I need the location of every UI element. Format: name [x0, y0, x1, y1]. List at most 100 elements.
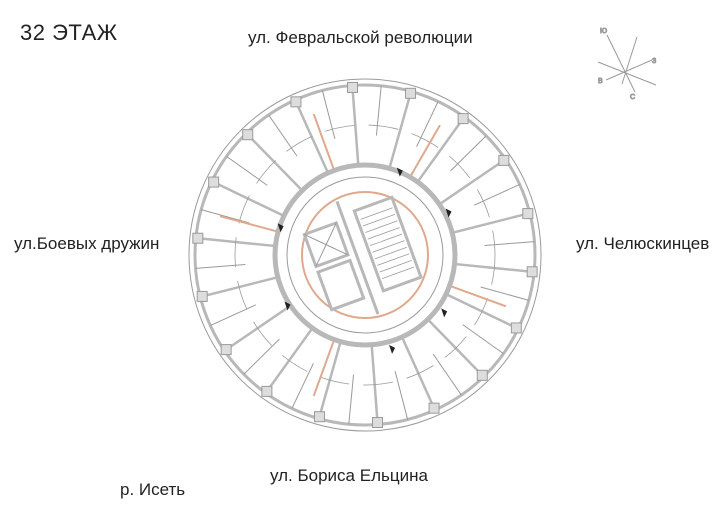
partition-wall	[440, 158, 507, 205]
room-divider	[432, 353, 462, 396]
partition-wall	[453, 211, 531, 234]
room-divider	[226, 155, 268, 186]
column	[313, 411, 325, 423]
partition-wall	[245, 132, 302, 190]
compass: Ю З В С	[598, 28, 657, 102]
room-divider	[210, 304, 257, 327]
room-divider	[201, 209, 250, 224]
room-walls-arc	[234, 124, 496, 386]
column	[405, 87, 417, 99]
shaft-recess	[445, 208, 452, 218]
partition-wall	[223, 305, 290, 352]
column	[372, 417, 384, 429]
stairwell	[352, 195, 423, 293]
column	[220, 344, 232, 356]
floor-plan-drawing	[188, 78, 542, 432]
street-label-east: ул. Челюскинцев	[576, 234, 710, 253]
street-label-south: ул. Бориса Ельцина	[270, 466, 428, 485]
partition-wall	[417, 116, 466, 182]
entry-corridor	[451, 285, 507, 308]
shaft-recess	[284, 301, 291, 311]
column	[196, 290, 208, 302]
partition-wall	[370, 346, 379, 425]
elevator-shaft	[302, 220, 350, 269]
room-divider	[195, 263, 246, 269]
outer-wall	[193, 83, 537, 427]
entry-corridor	[410, 124, 441, 176]
stair-step	[369, 233, 403, 247]
building-core	[302, 195, 423, 315]
stair-step	[362, 213, 396, 227]
column	[526, 266, 538, 278]
partition-wall	[211, 180, 283, 217]
compass-north-label: С	[630, 94, 635, 101]
corridor-inner	[286, 176, 444, 334]
room-divider	[484, 241, 535, 247]
room-divider	[268, 114, 298, 157]
shaft-recess	[389, 344, 396, 354]
room-divider	[291, 363, 314, 409]
stair-step	[381, 266, 415, 279]
partition-wall	[428, 320, 485, 378]
room-divider	[321, 90, 336, 139]
room-divider	[243, 338, 280, 375]
column	[428, 402, 440, 414]
compass-south-label: Ю	[600, 28, 607, 35]
column	[498, 154, 510, 166]
stair-step	[367, 227, 400, 240]
column	[522, 208, 534, 220]
shaft-recess	[277, 223, 284, 233]
column	[192, 232, 204, 244]
entry-corridor	[312, 113, 335, 169]
column	[346, 81, 358, 93]
partition-wall	[388, 91, 413, 167]
street-label-west: ул.Боевых дружин	[14, 234, 160, 253]
room-divider	[462, 324, 504, 355]
stair-step	[379, 259, 412, 273]
outer-facade	[188, 78, 542, 432]
room-divider	[480, 286, 529, 301]
room-divider	[450, 135, 487, 172]
partition-wall	[401, 338, 437, 411]
column	[208, 176, 220, 188]
partition-wall	[195, 236, 274, 248]
street-label-north: ул. Февральской революции	[248, 28, 473, 47]
room-divider	[473, 183, 520, 206]
column	[261, 385, 273, 397]
elevator-shaft-2	[316, 258, 366, 312]
partition-wall	[456, 262, 535, 274]
floor-title: 32 ЭТАЖ	[20, 20, 118, 45]
core-wall	[301, 191, 429, 319]
river-label: р. Исеть	[120, 480, 186, 499]
partition-wall	[351, 85, 360, 164]
column	[510, 322, 522, 334]
partition-wall	[317, 343, 342, 419]
stair-step	[377, 253, 410, 266]
stair-step	[360, 207, 393, 220]
room-divider	[348, 374, 355, 425]
column	[457, 113, 469, 125]
corridor-ring	[272, 162, 458, 348]
column	[476, 369, 488, 381]
column	[242, 129, 254, 141]
entry-corridor	[219, 215, 277, 233]
core-partition	[335, 200, 380, 315]
compass-east-label: В	[598, 78, 603, 85]
partition-wall	[264, 328, 313, 394]
partition-wall	[447, 293, 519, 330]
compass-west-label: З	[652, 58, 656, 65]
partition-wall	[199, 276, 277, 299]
entry-corridor	[312, 341, 335, 397]
partition-wall	[293, 99, 329, 172]
room-divider	[416, 101, 439, 147]
room-divider	[375, 85, 382, 136]
elevator-cross	[315, 222, 337, 267]
shaft-recess	[396, 167, 403, 177]
shaft-recess	[441, 308, 448, 318]
room-divider	[394, 371, 409, 420]
column	[290, 96, 302, 108]
stair-step	[374, 246, 407, 260]
stair-step	[365, 220, 398, 233]
stair-step	[372, 240, 405, 253]
